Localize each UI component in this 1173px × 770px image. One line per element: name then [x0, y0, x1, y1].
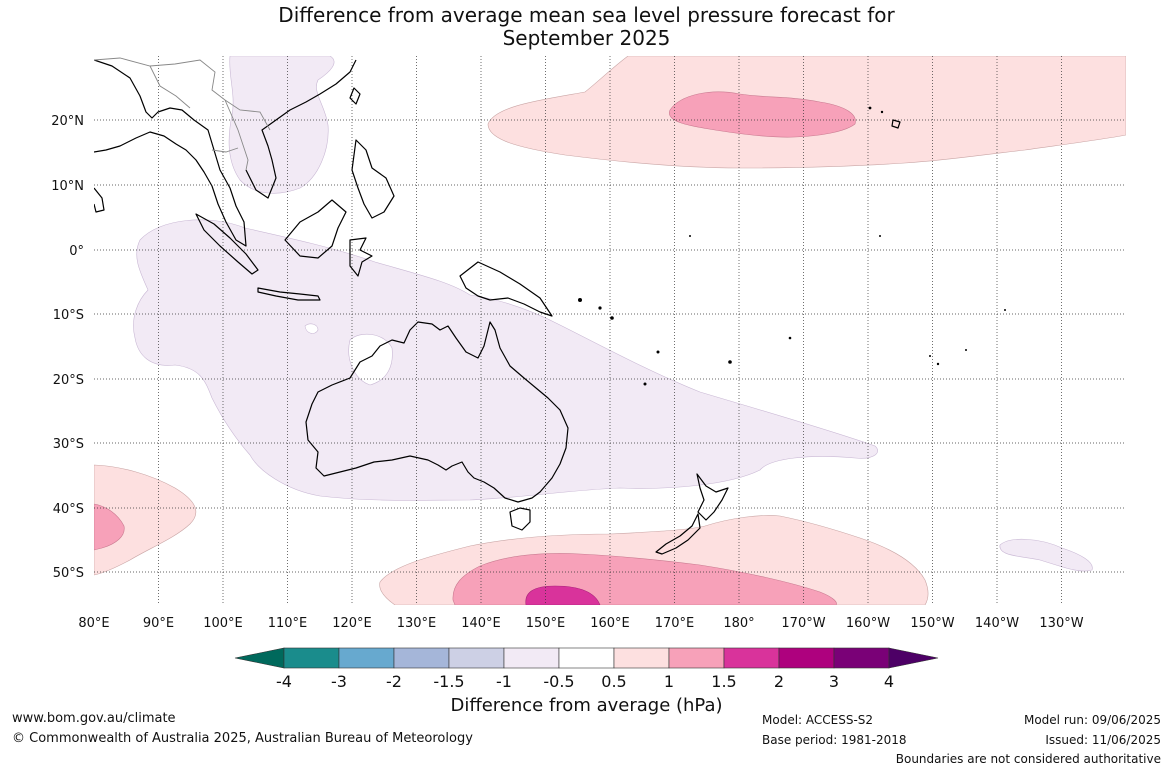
- lat-label: 40°S: [53, 502, 84, 517]
- colorbar-tick: 0.5: [601, 672, 626, 691]
- colorbar-swatch: [503, 647, 560, 669]
- tasmania-coastline: [509, 507, 531, 531]
- country-borders: [94, 57, 271, 171]
- new-guinea-coastline: [459, 261, 553, 317]
- colorbar-swatch: [283, 647, 340, 669]
- lon-label: 110°E: [268, 616, 308, 631]
- new-zealand-south-coastline: [655, 513, 701, 555]
- hawaii-coastline: [891, 119, 901, 129]
- north-pacific-positive-core: [669, 91, 856, 138]
- parallel-gridlines: [94, 119, 1126, 573]
- colorbar-swatch: [448, 647, 505, 669]
- australia-negative-anomaly: [133, 219, 878, 501]
- lon-label: 100°E: [203, 616, 243, 631]
- colorbar-tick: 1: [664, 672, 674, 691]
- lat-label: 30°S: [53, 437, 84, 452]
- lon-label: 160°E: [590, 616, 630, 631]
- pacific-islands: [578, 106, 1006, 386]
- colorbar-tick: -1: [496, 672, 512, 691]
- lon-label: 170°W: [781, 616, 825, 631]
- model-run-date: Model run: 09/06/2025: [1023, 713, 1161, 727]
- southwest-indian-positive-anomaly: [94, 464, 197, 576]
- model-name: Model: ACCESS-S2: [762, 713, 874, 727]
- colorbar-swatch: [723, 647, 780, 669]
- map-title-line2: September 2025: [502, 26, 671, 50]
- mainland-asia-coastline: [94, 59, 247, 247]
- philippines-coastline: [351, 139, 395, 219]
- south-china-coastline: [245, 59, 357, 199]
- colorbar-swatch: [393, 647, 450, 669]
- sulawesi-coastline: [349, 237, 373, 277]
- lat-label: 20°N: [51, 114, 84, 129]
- lat-label: 10°S: [53, 308, 84, 323]
- lon-label: 120°E: [332, 616, 372, 631]
- colorbar-swatch: [778, 647, 835, 669]
- colorbar-swatch: [833, 647, 890, 669]
- kimberley-neutral-pocket: [348, 333, 393, 386]
- lat-label: 0°: [69, 244, 84, 259]
- colorbar-tick: -2: [386, 672, 402, 691]
- southwest-indian-positive-core: [94, 503, 125, 551]
- new-zealand-north-coastline: [696, 473, 729, 521]
- latitude-labels: 20°N 10°N 0° 10°S 20°S 30°S 40°S 50°S: [51, 114, 84, 581]
- website-link[interactable]: www.bom.gov.au/climate: [12, 711, 176, 726]
- lat-label: 20°S: [53, 373, 84, 388]
- map-title: Difference from average mean sea level p…: [0, 4, 1173, 50]
- copyright-notice: © Commonwealth of Australia 2025, Austra…: [12, 731, 473, 746]
- colorbar-tick: -1.5: [433, 672, 464, 691]
- arafura-neutral-pocket: [304, 323, 319, 334]
- colorbar-tick: 2: [774, 672, 784, 691]
- lon-label: 150°W: [910, 616, 954, 631]
- australia-coastline: [305, 321, 569, 503]
- colorbar-tick: -4: [276, 672, 292, 691]
- base-period: Base period: 1981-2018: [762, 733, 907, 747]
- colorbar-swatch: [613, 647, 670, 669]
- lon-label: 130°W: [1039, 616, 1083, 631]
- colorbar-swatch: [338, 647, 395, 669]
- lon-label: 180°: [723, 616, 754, 631]
- java-coastline: [257, 287, 321, 301]
- lon-label: 90°E: [143, 616, 174, 631]
- lon-label: 150°E: [526, 616, 566, 631]
- lon-label: 160°W: [846, 616, 890, 631]
- lat-label: 10°N: [51, 179, 84, 194]
- coastlines: [94, 59, 901, 555]
- east-pacific-negative-anomaly: [999, 538, 1093, 572]
- map-title-line1: Difference from average mean sea level p…: [278, 3, 895, 27]
- lat-label: 50°S: [53, 566, 84, 581]
- lon-label: 170°E: [655, 616, 695, 631]
- colorbar-tick: 1.5: [711, 672, 736, 691]
- sumatra-coastline: [195, 213, 259, 275]
- colorbar-swatch: [234, 647, 285, 669]
- colorbar-tick: 3: [829, 672, 839, 691]
- southern-ocean-strong-core: [525, 585, 601, 605]
- lon-label: 140°W: [975, 616, 1019, 631]
- longitude-labels: 80°E 90°E 100°E 110°E 120°E 130°E 140°E …: [78, 616, 1083, 631]
- map-area: [94, 56, 1126, 605]
- boundaries-disclaimer: Boundaries are not considered authoritat…: [895, 752, 1161, 766]
- colorbar-tick: -3: [331, 672, 347, 691]
- colorbar-swatch: [558, 647, 615, 669]
- colorbar-tick: -0.5: [543, 672, 574, 691]
- lon-label: 130°E: [397, 616, 437, 631]
- colorbar-title: Difference from average (hPa): [450, 695, 723, 716]
- sri-lanka-coastline: [94, 187, 105, 213]
- colorbar: [234, 647, 939, 669]
- colorbar-tick: 4: [884, 672, 894, 691]
- colorbar-swatch: [668, 647, 725, 669]
- colorbar-tick-labels: -4 -3 -2 -1.5 -1 -0.5 0.5 1 1.5 2 3 4: [276, 672, 894, 691]
- borneo-coastline: [284, 199, 347, 259]
- lon-label: 140°E: [461, 616, 501, 631]
- colorbar-swatch: [888, 647, 939, 669]
- taiwan-coastline: [349, 87, 361, 105]
- lon-label: 80°E: [78, 616, 109, 631]
- issued-date: Issued: 11/06/2025: [1045, 733, 1161, 747]
